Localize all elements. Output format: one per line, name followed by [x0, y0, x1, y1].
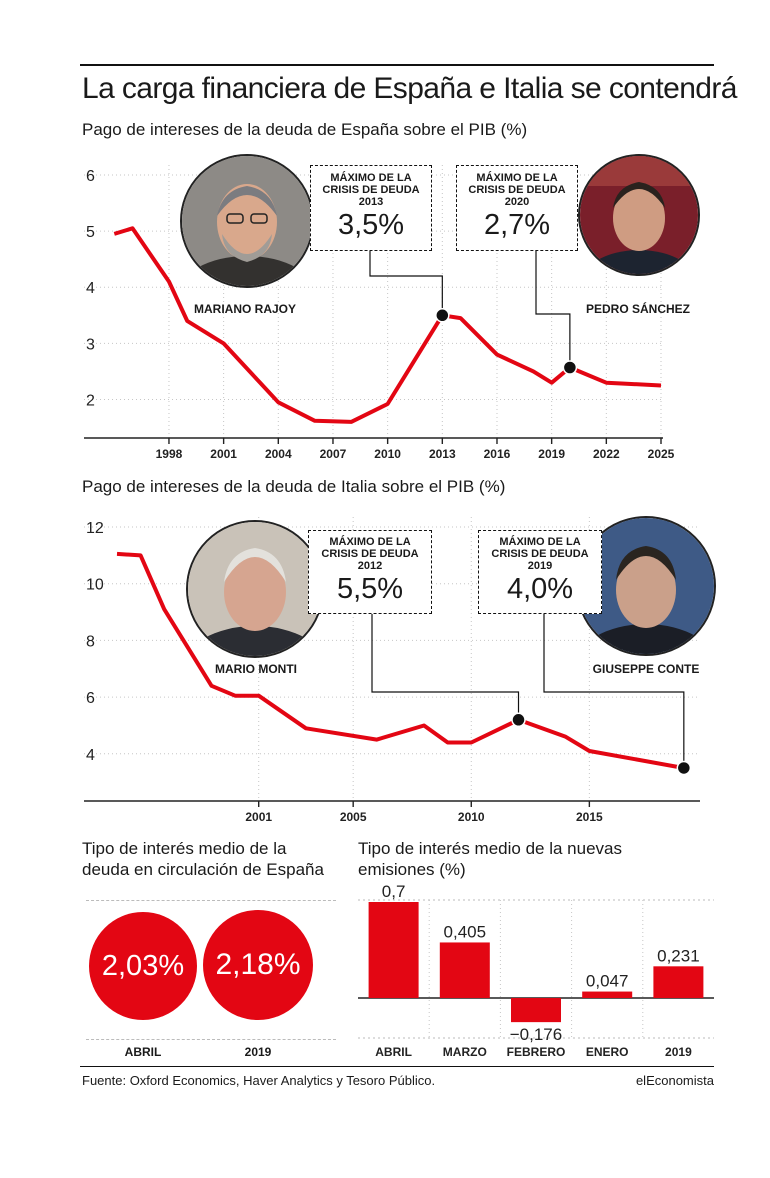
callout-year: 2013 — [358, 196, 384, 208]
spain-callout-left-connector — [369, 250, 443, 316]
spain-callout-left: MÁXIMO DE LA CRISIS DE DEUDA 2013 3,5% — [310, 165, 432, 251]
italy-ytick-6: 6 — [86, 690, 95, 707]
bar-category-abril: ABRIL — [375, 1045, 412, 1059]
rajoy-name: MARIANO RAJOY — [193, 302, 296, 316]
italy-callout-right-connector — [543, 612, 685, 768]
italy-callout-left: MÁXIMO DE LA CRISIS DE DEUDA 2012 5,5% — [308, 530, 432, 614]
monti-photo — [186, 520, 324, 658]
callout-year: 2020 — [504, 196, 530, 208]
new-issues-subtitle: Tipo de interés medio de la nuevas emisi… — [358, 838, 622, 880]
sanchez-photo — [578, 154, 700, 276]
footer-rule — [80, 1066, 714, 1067]
spain-callout-right: MÁXIMO DE LA CRISIS DE DEUDA 2020 2,7% — [456, 165, 578, 251]
new-issues-subtitle-line2: emisiones (%) — [358, 860, 466, 879]
circle-label-abril: ABRIL — [124, 1045, 162, 1059]
spain-subtitle: Pago de intereses de la deuda de España … — [82, 120, 528, 139]
main-title: La carga financiera de España e Italia s… — [82, 72, 737, 105]
italy-ytick-10: 10 — [86, 577, 104, 594]
callout-year: 2019 — [527, 560, 553, 572]
circle-2019: 2,18% — [203, 910, 313, 1020]
italy-callout-left-connector — [371, 612, 520, 720]
callout-line2: CRISIS DE DEUDA — [322, 184, 420, 196]
circle-label-2019: 2019 — [244, 1045, 272, 1059]
avg-rate-subtitle: Tipo de interés medio de la deuda en cir… — [82, 838, 324, 880]
spain-xtick-1998: 1998 — [156, 447, 183, 461]
new-issues-bar-chart: 0,7 0,405 −0,176 0,047 0,231 ABRIL MARZO FEBRE… — [358, 882, 714, 1059]
callout-value: 2,7% — [483, 209, 551, 241]
callout-line1: MÁXIMO DE LA — [476, 172, 558, 184]
bar-value-marzo: 0,405 — [444, 922, 487, 941]
bar-enero — [582, 991, 633, 998]
callout-line1: MÁXIMO DE LA — [499, 536, 581, 548]
callout-line1: MÁXIMO DE LA — [330, 172, 412, 184]
spain-xtick-2016: 2016 — [484, 447, 511, 461]
bar-febrero — [511, 998, 561, 1023]
italy-xtick-2015: 2015 — [576, 810, 603, 824]
callout-line2: CRISIS DE DEUDA — [468, 184, 566, 196]
spain-callout-right-connector — [535, 250, 571, 368]
new-issues-subtitle-line1: Tipo de interés medio de la nuevas — [358, 839, 622, 858]
spain-peak-marker-2 — [562, 360, 578, 375]
italy-subtitle: Pago de intereses de la deuda de Italia … — [82, 477, 506, 496]
callout-line1: MÁXIMO DE LA — [329, 536, 411, 548]
italy-ytick-4: 4 — [86, 747, 95, 764]
bar-abril — [368, 902, 419, 998]
italy-series-line — [116, 551, 685, 770]
bar-value-2019: 0,231 — [657, 946, 700, 965]
circles-frame — [86, 900, 336, 1040]
italy-ytick-8: 8 — [86, 633, 95, 650]
avg-rate-subtitle-line2: deuda en circulación de España — [82, 860, 324, 879]
callout-year: 2012 — [357, 560, 383, 572]
callout-line2: CRISIS DE DEUDA — [491, 548, 589, 560]
bar-category-febrero: FEBRERO — [507, 1045, 566, 1059]
brand-credit: elEconomista — [635, 1073, 714, 1088]
rajoy-photo — [180, 154, 314, 288]
bar-value-enero: 0,047 — [586, 972, 629, 991]
italy-peak-marker-1 — [511, 712, 526, 728]
italy-xtick-2005: 2005 — [340, 810, 367, 824]
spain-xtick-2019: 2019 — [538, 447, 565, 461]
spain-ytick-6: 6 — [86, 168, 95, 185]
conte-name: GIUSEPPE CONTE — [592, 662, 700, 676]
spain-ytick-5: 5 — [86, 224, 95, 241]
sanchez-name: PEDRO SÁNCHEZ — [585, 302, 690, 316]
italy-callout-right: MÁXIMO DE LA CRISIS DE DEUDA 2019 4,0% — [478, 530, 602, 614]
top-rule — [80, 64, 714, 66]
spain-ytick-3: 3 — [86, 336, 95, 353]
spain-xtick-2025: 2025 — [648, 447, 675, 461]
monti-name: MARIO MONTI — [215, 662, 297, 676]
bar-category-marzo: MARZO — [443, 1045, 487, 1059]
callout-value: 3,5% — [337, 209, 405, 241]
bar-value-febrero: −0,176 — [510, 1025, 562, 1044]
spain-xtick-2001: 2001 — [210, 447, 237, 461]
spain-peak-marker-1 — [435, 308, 450, 323]
italy-xtick-2001: 2001 — [245, 810, 272, 824]
spain-series-line — [113, 226, 662, 424]
italy-xtick-2010: 2010 — [458, 810, 485, 824]
callout-value: 4,0% — [506, 573, 574, 605]
spain-xtick-2010: 2010 — [374, 447, 401, 461]
source-note: Fuente: Oxford Economics, Haver Analytic… — [82, 1073, 436, 1088]
italy-peak-marker-2 — [676, 760, 692, 776]
bar-category-enero: ENERO — [586, 1045, 629, 1059]
bar-2019 — [653, 966, 704, 998]
bar-category-2019: 2019 — [665, 1045, 692, 1059]
callout-value: 5,5% — [336, 573, 404, 605]
spain-xtick-2004: 2004 — [265, 447, 292, 461]
italy-ytick-12: 12 — [86, 520, 104, 537]
spain-xtick-2013: 2013 — [429, 447, 456, 461]
spain-xtick-2007: 2007 — [320, 447, 347, 461]
callout-line2: CRISIS DE DEUDA — [321, 548, 419, 560]
circle-abril: 2,03% — [89, 912, 197, 1020]
bar-value-abril: 0,7 — [382, 882, 406, 901]
italy-line-chart: 12 10 8 6 4 2001 2005 2010 2015 — [84, 517, 700, 824]
spain-ytick-2: 2 — [86, 392, 95, 409]
bar-marzo — [439, 942, 490, 998]
spain-ytick-4: 4 — [86, 280, 95, 297]
spain-xtick-2022: 2022 — [593, 447, 620, 461]
avg-rate-subtitle-line1: Tipo de interés medio de la — [82, 839, 287, 858]
